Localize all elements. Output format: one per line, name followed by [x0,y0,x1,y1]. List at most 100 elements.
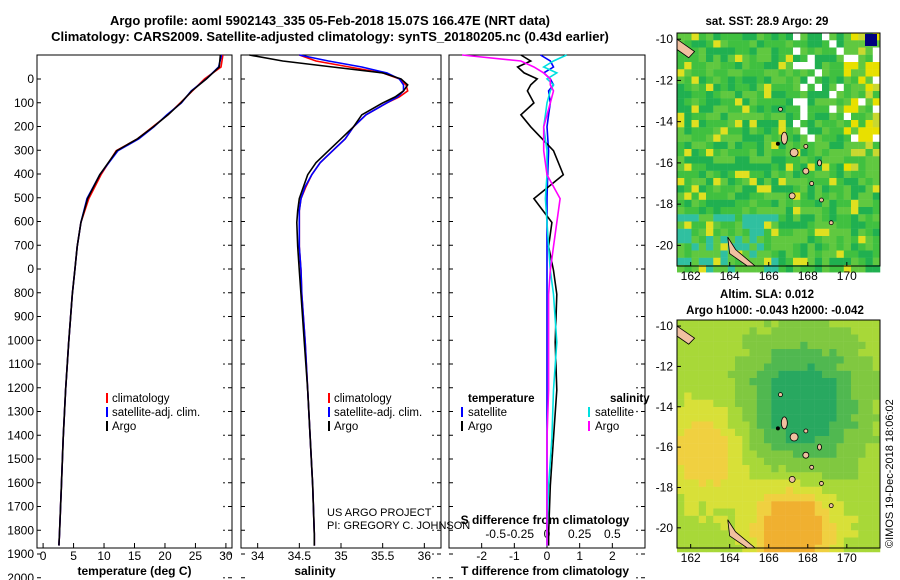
heatmap-cell [836,207,844,215]
heatmap-cell [807,214,815,222]
heatmap-cell [851,120,859,128]
heatmap-cell [778,501,786,509]
heatmap-cell [872,112,881,121]
heatmap-cell [677,163,685,171]
heatmap-cell [764,450,772,458]
heatmap-cell [836,421,844,429]
heatmap-cell [706,214,714,222]
heatmap-cell [822,508,830,516]
heatmap-cell [807,163,815,171]
heatmap-cell [785,149,794,157]
heatmap-cell [742,62,750,70]
heatmap-cell [713,428,721,437]
heatmap-cell [749,436,757,444]
heatmap-cell [829,392,837,400]
heatmap-cell [872,236,881,244]
heatmap-cell [698,334,707,342]
heatmap-cell [684,501,692,509]
heatmap-cell [785,214,794,222]
heatmap-cell [735,443,743,451]
heatmap-cell [706,320,714,328]
heatmap-cell [785,69,794,77]
heatmap-cell [785,465,794,473]
heatmap-cell [836,465,844,473]
heatmap-cell [822,170,830,179]
depth-tick-label: 1600 [7,476,34,490]
heatmap-cell [698,399,707,408]
heatmap-cell [807,207,815,215]
heatmap-cell [771,494,779,502]
grid-dot [223,458,225,460]
heatmap-cell [814,450,823,458]
heatmap-cell [677,349,685,357]
heatmap-cell [836,515,844,524]
legend-label: climatology [334,393,392,405]
heatmap-cell [706,112,714,121]
heatmap-cell [793,385,801,393]
heatmap-cell [858,156,866,164]
heatmap-cell [720,47,728,55]
depth-tick-label: 1000 [7,333,34,347]
heatmap-cell [822,479,830,487]
heatmap-cell [756,221,765,229]
heatmap-cell [829,120,837,128]
heatmap-cell [829,523,837,531]
heatmap-cell [793,207,801,215]
heatmap-cell [851,356,859,364]
heatmap-cell [706,141,714,150]
heatmap-cell [698,450,707,458]
heatmap-cell [829,341,837,350]
heatmap-cell [785,370,794,379]
heatmap-cell [851,134,859,142]
header-line2: Climatology: CARS2009. Satellite-adjuste… [51,29,609,44]
heatmap-cell [858,149,866,157]
heatmap-cell [706,327,714,335]
map-title: Altim. SLA: 0.012 [720,289,814,301]
heatmap-cell [727,407,736,415]
map-title: sat. SST: 28.9 Argo: 29 [706,16,829,28]
heatmap-cell [800,192,808,200]
heatmap-cell [771,450,779,458]
heatmap-cell [836,392,844,400]
heatmap-cell [836,407,844,415]
heatmap-cell [865,378,873,386]
heatmap-cell [865,399,873,408]
heatmap-cell [800,265,808,273]
heatmap-cell [829,421,837,429]
heatmap-cell [793,457,801,466]
heatmap-cell [858,62,866,70]
heatmap-cell [691,327,699,335]
heatmap-cell [706,421,714,429]
heatmap-cell [691,76,699,84]
heatmap-cell [807,457,815,466]
heatmap-cell [677,537,685,545]
heatmap-cell [749,479,757,487]
heatmap-cell [851,407,859,415]
x-tick-label: 0 [544,549,551,563]
heatmap-cell [677,228,685,237]
heatmap-cell [771,257,779,266]
heatmap-cell [735,40,743,48]
heatmap-cell [735,47,743,55]
heatmap-cell [800,243,808,251]
heatmap-cell [858,414,866,422]
grid-dot [223,339,225,342]
heatmap-cell [872,508,881,516]
heatmap-cell [742,443,750,451]
heatmap-cell [778,207,786,215]
heatmap-cell [691,178,699,186]
heatmap-cell [807,378,815,386]
heatmap-cell [778,47,786,55]
heatmap-cell [771,363,779,371]
heatmap-cell [771,479,779,487]
heatmap-cell [735,98,743,106]
s-tick-label: 0.25 [568,527,592,541]
heatmap-cell [851,112,859,121]
heatmap-cell [872,98,881,106]
heatmap-cell [829,428,837,437]
heatmap-cell [742,501,750,509]
heatmap-cell [749,163,757,171]
island [809,464,815,470]
heatmap-cell [851,370,859,379]
